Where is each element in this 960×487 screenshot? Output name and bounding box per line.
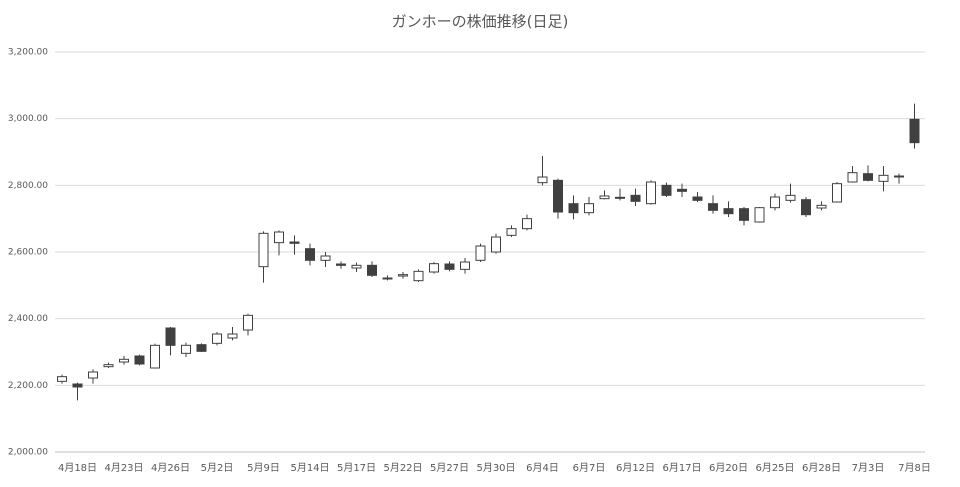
x-tick-label: 5月30日 xyxy=(476,462,515,474)
y-tick-label: 3,200.00 xyxy=(8,48,48,58)
candle-body xyxy=(119,358,129,363)
candle-body xyxy=(739,208,749,221)
candle-body xyxy=(181,344,191,354)
candle-body xyxy=(382,277,393,280)
candle-body xyxy=(475,245,486,261)
y-tick-label: 2,000.00 xyxy=(8,448,48,458)
x-tick-label: 7月3日 xyxy=(852,462,885,474)
x-tick-label: 6月17日 xyxy=(662,462,701,474)
candle-body xyxy=(754,207,765,223)
candle-body xyxy=(677,188,687,192)
candle-body xyxy=(708,203,718,211)
candle-body xyxy=(150,344,160,369)
y-tick-label: 2,600.00 xyxy=(8,248,48,258)
candle-body xyxy=(785,194,796,201)
candle-body xyxy=(289,241,300,244)
x-tick-label: 6月25日 xyxy=(755,462,794,474)
candle-body xyxy=(491,236,501,253)
candle-body xyxy=(692,196,703,201)
candle-body xyxy=(894,175,904,178)
candle-body xyxy=(863,173,873,181)
x-tick-label: 6月28日 xyxy=(802,462,841,474)
candle-body xyxy=(72,383,83,388)
x-tick-label: 5月2日 xyxy=(201,462,234,474)
candle-body xyxy=(103,364,114,368)
candle-body xyxy=(274,231,284,244)
candle-body xyxy=(351,264,362,269)
candle-body xyxy=(801,199,811,216)
candle-body xyxy=(537,176,548,184)
candle-body xyxy=(615,196,625,199)
candle-body xyxy=(568,203,579,214)
candle-body xyxy=(305,248,315,261)
candle-body xyxy=(878,174,889,182)
candle-body xyxy=(444,263,455,270)
candle-body xyxy=(367,264,377,276)
candle-body xyxy=(630,194,641,202)
x-tick-label: 4月23日 xyxy=(104,462,143,474)
candle-body xyxy=(909,118,920,144)
x-tick-label: 6月12日 xyxy=(616,462,655,474)
y-tick-label: 3,000.00 xyxy=(8,114,48,124)
candle-body xyxy=(723,208,734,215)
candle-body xyxy=(258,232,269,268)
candle-body xyxy=(506,228,517,236)
y-tick-label: 2,200.00 xyxy=(8,381,48,391)
candle-body xyxy=(165,327,176,346)
x-tick-label: 5月9日 xyxy=(247,462,280,474)
x-tick-label: 5月17日 xyxy=(337,462,376,474)
candle-body xyxy=(770,196,780,209)
chart-title: ガンホーの株価推移(日足) xyxy=(392,13,569,31)
candle-body xyxy=(413,270,424,282)
x-tick-label: 4月18日 xyxy=(58,462,97,474)
y-tick-label: 2,400.00 xyxy=(8,314,48,324)
candle-body xyxy=(646,181,656,205)
candle-body xyxy=(661,184,672,196)
candle-body xyxy=(832,183,842,203)
candle-body xyxy=(336,263,346,266)
candle-body xyxy=(196,344,207,352)
x-tick-label: 6月20日 xyxy=(709,462,748,474)
candle-body xyxy=(460,261,470,270)
x-tick-label: 7月8日 xyxy=(898,462,931,474)
candle-body xyxy=(553,179,563,213)
candle-body xyxy=(320,255,331,261)
candle-body xyxy=(584,203,594,214)
x-tick-label: 4月26日 xyxy=(151,462,190,474)
x-tick-label: 5月14日 xyxy=(290,462,329,474)
x-tick-label: 6月4日 xyxy=(526,462,559,474)
candle-body xyxy=(227,333,238,339)
y-tick-label: 2,800.00 xyxy=(8,181,48,191)
candle-body xyxy=(847,172,858,183)
candle-body xyxy=(816,204,827,209)
candle-body xyxy=(398,274,408,277)
x-tick-label: 5月27日 xyxy=(430,462,469,474)
candle-body xyxy=(88,371,98,379)
candle-body xyxy=(429,263,439,273)
candle-body xyxy=(599,195,610,200)
candle-body xyxy=(57,376,67,382)
candle-body xyxy=(212,333,222,344)
x-tick-label: 5月22日 xyxy=(383,462,422,474)
candle-body xyxy=(243,314,253,331)
x-tick-label: 6月7日 xyxy=(573,462,606,474)
candle-body xyxy=(134,355,145,365)
candle-body xyxy=(522,218,532,230)
